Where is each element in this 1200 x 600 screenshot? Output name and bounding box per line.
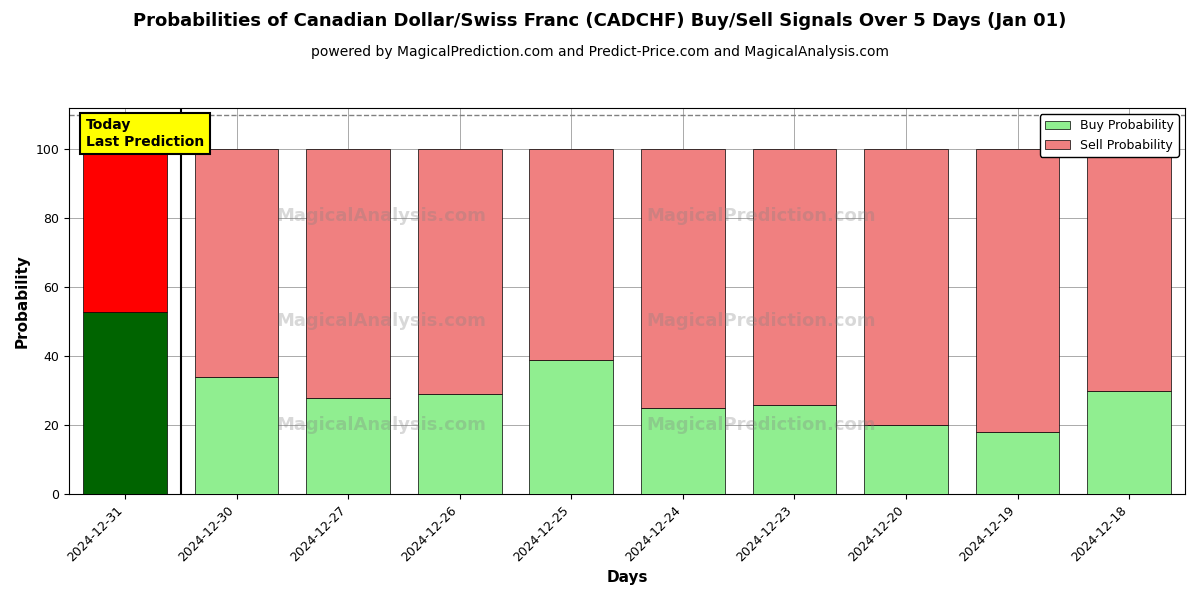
Bar [418, 394, 502, 494]
Bar [1087, 149, 1171, 391]
Legend: Buy Probability, Sell Probability: Buy Probability, Sell Probability [1040, 114, 1178, 157]
Text: MagicalAnalysis.com: MagicalAnalysis.com [277, 207, 486, 225]
Text: MagicalPrediction.com: MagicalPrediction.com [647, 416, 876, 434]
X-axis label: Days: Days [606, 570, 648, 585]
Bar [529, 360, 613, 494]
Bar [83, 149, 167, 311]
Bar [864, 425, 948, 494]
Bar [194, 149, 278, 377]
Bar [306, 398, 390, 494]
Bar [976, 149, 1060, 433]
Text: Probabilities of Canadian Dollar/Swiss Franc (CADCHF) Buy/Sell Signals Over 5 Da: Probabilities of Canadian Dollar/Swiss F… [133, 12, 1067, 30]
Text: MagicalPrediction.com: MagicalPrediction.com [647, 207, 876, 225]
Bar [529, 149, 613, 360]
Bar [641, 408, 725, 494]
Bar [752, 149, 836, 405]
Bar [976, 433, 1060, 494]
Bar [752, 405, 836, 494]
Y-axis label: Probability: Probability [16, 254, 30, 348]
Bar [1087, 391, 1171, 494]
Bar [864, 149, 948, 425]
Bar [83, 311, 167, 494]
Bar [306, 149, 390, 398]
Text: MagicalAnalysis.com: MagicalAnalysis.com [277, 311, 486, 329]
Bar [641, 149, 725, 408]
Text: Today
Last Prediction: Today Last Prediction [86, 118, 204, 149]
Bar [194, 377, 278, 494]
Text: MagicalAnalysis.com: MagicalAnalysis.com [277, 416, 486, 434]
Bar [418, 149, 502, 394]
Text: MagicalPrediction.com: MagicalPrediction.com [647, 311, 876, 329]
Text: powered by MagicalPrediction.com and Predict-Price.com and MagicalAnalysis.com: powered by MagicalPrediction.com and Pre… [311, 45, 889, 59]
